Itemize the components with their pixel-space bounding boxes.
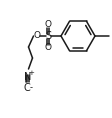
Text: O: O: [44, 20, 52, 29]
Text: O: O: [33, 32, 41, 40]
Text: C: C: [24, 83, 30, 93]
Text: S: S: [45, 31, 51, 41]
Text: O: O: [44, 43, 52, 52]
Text: N: N: [24, 72, 31, 82]
Text: -: -: [30, 83, 33, 92]
Text: +: +: [29, 70, 34, 76]
